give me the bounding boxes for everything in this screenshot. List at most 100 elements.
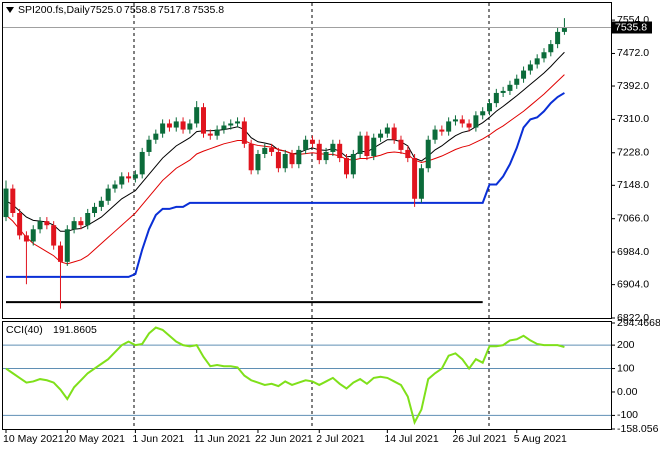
cci-last-value: 191.8605 — [53, 324, 97, 336]
candle-body — [344, 158, 349, 175]
candle-body — [493, 92, 499, 104]
candle-body — [119, 176, 125, 185]
y-tick-label: 7472.0 — [617, 47, 649, 59]
candle-body — [412, 158, 418, 199]
price-panel-frame — [2, 2, 612, 319]
candle-body — [282, 153, 288, 169]
candle-body — [98, 200, 104, 207]
candle-body — [391, 127, 397, 140]
x-tick-label: 14 Jul 2021 — [384, 433, 438, 445]
candle-body — [85, 213, 91, 226]
candle-body — [200, 107, 206, 134]
candle-body — [228, 123, 234, 126]
cci-title: CCI(40) — [6, 324, 43, 336]
candle-body — [527, 64, 533, 71]
candle-body — [459, 119, 465, 124]
x-tick-label: 5 Aug 2021 — [514, 433, 567, 445]
candle-body — [555, 31, 561, 45]
candle-body — [269, 147, 275, 152]
candle-body — [17, 213, 23, 236]
candle-body — [303, 139, 309, 150]
candle-body — [194, 107, 200, 124]
candle-body — [330, 143, 336, 152]
candle-body — [425, 139, 431, 169]
candle-body — [371, 137, 377, 157]
candle-body — [57, 245, 63, 262]
x-tick-label: 26 Jul 2021 — [452, 433, 506, 445]
candle-body — [166, 123, 172, 128]
candle-body — [384, 127, 390, 134]
candle-body — [289, 153, 295, 165]
candle-body — [432, 129, 438, 140]
candle-body — [296, 149, 302, 165]
candle-body — [398, 139, 404, 150]
x-tick-label: 11 Jun 2021 — [194, 433, 251, 445]
candle-body — [44, 221, 50, 226]
candle-body — [561, 27, 567, 32]
candle-body — [214, 129, 220, 136]
candle-body — [521, 70, 527, 79]
candle-body — [337, 143, 343, 159]
candle-body — [23, 235, 29, 242]
candle-body — [378, 133, 384, 138]
candle-body — [235, 121, 241, 124]
candle-body — [275, 151, 281, 169]
quote-high: 7558.8 — [124, 4, 156, 16]
candle-body — [405, 149, 411, 159]
candle-body — [323, 151, 329, 161]
candle-body — [139, 151, 145, 175]
x-tick-label: 22 Jun 2021 — [255, 433, 313, 445]
candle-body — [255, 153, 261, 171]
candle-body — [452, 119, 458, 122]
price-tag — [612, 21, 652, 34]
candle-body — [51, 225, 57, 246]
quote-close: 7535.8 — [192, 4, 224, 16]
candle-body — [534, 58, 540, 65]
candle-body — [487, 103, 493, 112]
cci-panel-frame — [2, 321, 612, 430]
candle-body — [3, 188, 9, 218]
candle-body — [112, 184, 118, 189]
candle-body — [480, 111, 486, 116]
candle-body — [221, 125, 227, 130]
candle-body — [10, 188, 16, 213]
candle-body — [160, 123, 166, 134]
quote-open: 7525.0 — [90, 4, 122, 16]
candle-body — [71, 221, 77, 230]
candle-body — [548, 44, 554, 53]
candle-body — [439, 129, 445, 132]
candle-body — [146, 139, 152, 152]
y-tick-label: 7392.0 — [617, 80, 649, 92]
candle-body — [173, 121, 179, 128]
candle-body — [64, 229, 70, 262]
y-tick-label: 0.00 — [617, 386, 638, 398]
candle-body — [500, 90, 506, 93]
y-tick-label: 7228.0 — [617, 147, 649, 159]
quote-low: 7517.8 — [158, 4, 190, 16]
candle-body — [187, 123, 193, 130]
candle-body — [180, 121, 186, 130]
candle-body — [126, 176, 132, 179]
y-tick-label: 200 — [617, 339, 635, 351]
x-tick-label: 10 May 2021 — [3, 433, 64, 445]
y-tick-label: 7066.0 — [617, 212, 649, 224]
candle-body — [507, 84, 513, 91]
y-tick-label: 6822.0 — [617, 312, 649, 324]
y-tick-label: 7310.0 — [617, 113, 649, 125]
candle-body — [248, 143, 254, 171]
candle-body — [207, 133, 213, 136]
symbol-title: SPI200.fs,Daily — [18, 4, 91, 16]
y-tick-label: 100 — [617, 362, 635, 374]
y-tick-label: -100 — [617, 409, 638, 421]
candle-body — [92, 206, 98, 213]
candle-body — [262, 147, 268, 154]
candle-body — [30, 229, 36, 242]
candle-body — [153, 133, 159, 140]
y-tick-label: 294.4668 — [617, 317, 660, 329]
y-tick-label: 6904.0 — [617, 278, 649, 290]
candle-body — [541, 52, 547, 59]
candle-body — [241, 121, 247, 144]
y-tick-label: 7148.0 — [617, 179, 649, 191]
symbol-icon — [6, 7, 14, 13]
